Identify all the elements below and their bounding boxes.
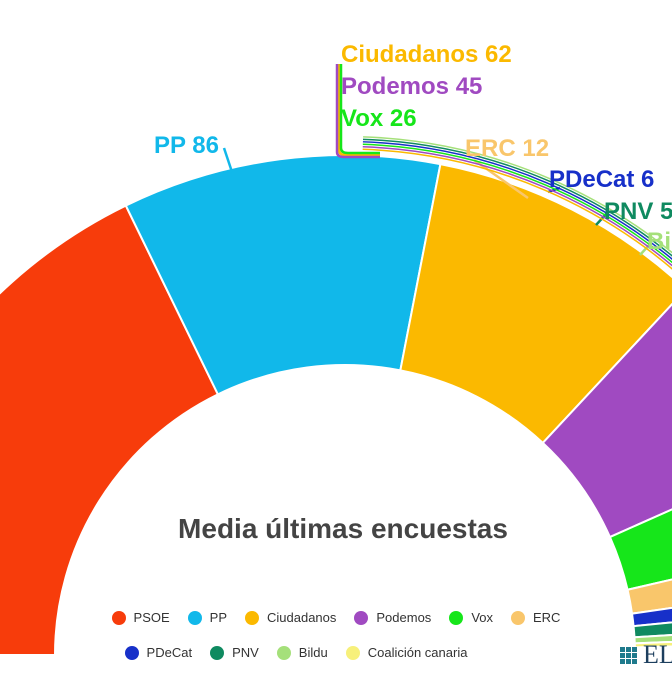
leader-line-1 [335,64,380,159]
slice-label-0: Ciudadanos 62 [341,41,512,68]
legend-label-coalicion-canaria: Coalición canaria [367,645,468,660]
slice-label-4: ERC 12 [465,135,549,162]
legend-label-psoe: PSOE [133,610,170,625]
publisher-logo: EL [620,640,672,670]
slice-podemos [541,302,672,539]
legend-item-bildu: Bildu [276,645,328,660]
legend-swatch-pp [187,610,202,625]
legend-label-vox: Vox [471,610,493,625]
legend-label-pp: PP [209,610,227,625]
legend-swatch-erc [511,610,525,625]
legend-label-pnv: PNV [232,645,259,660]
slice-vox [608,508,672,591]
legend-item-pnv: PNV [210,645,259,660]
legend-label-podemos: Podemos [376,610,432,625]
legend-row-1: PSOE PP Ciudadanos Podemos Vox ERC [0,610,672,625]
rim-line-2 [362,143,672,264]
legend-item-pp: PP [187,610,227,625]
rim-line-3 [362,141,672,261]
slice-ciudadanos [399,163,672,445]
legend-swatch-pdecat [124,645,139,660]
slice-label-5: PDeCat 6 [549,166,654,193]
legend-label-pdecat: PDeCat [146,645,193,660]
slice-label-2: Vox 26 [341,105,417,132]
leader-line-2 [339,64,380,155]
leader-line-3 [222,147,234,173]
logo-mark-icon [620,646,637,664]
legend-item-erc: ERC [511,610,560,625]
legend-swatch-pnv [210,645,225,660]
legend-item-coalicion-canaria: Coalición canaria [345,645,468,660]
legend-label-bildu: Bildu [298,645,328,660]
legend-item-vox: Vox [449,610,493,625]
chart-title: Media últimas encuestas [178,513,508,544]
legend-swatch-podemos [354,610,369,625]
legend-item-psoe: PSOE [111,610,170,625]
slice-label-6: PNV 5 [604,198,672,225]
rim-line-4 [362,138,672,257]
slice-label-7: Bi [647,228,671,255]
legend-row-2: PDeCat PNV Bildu Coalición canaria [0,645,672,660]
leader-line-0 [337,64,380,157]
slice-psoe [0,204,220,656]
rim-line-0 [362,148,672,270]
legend-swatch-ciudadanos [245,610,259,625]
logo-text: EL [643,640,672,669]
legend-item-pdecat: PDeCat [124,645,193,660]
legend-item-podemos: Podemos [354,610,431,625]
legend-swatch-psoe [111,610,126,625]
slice-label-1: Podemos 45 [341,73,482,100]
slice-label-3: PP 86 [154,132,219,159]
rim-line-1 [362,146,672,267]
legend-label-ciudadanos: Ciudadanos [267,610,337,625]
legend-item-ciudadanos: Ciudadanos [245,610,336,625]
legend-swatch-bildu [276,645,291,660]
leader-line-5 [547,186,561,194]
leader-line-4 [473,158,529,200]
legend-label-erc: ERC [533,610,561,625]
legend-swatch-vox [449,610,464,625]
rim-line-5 [363,136,672,254]
legend-swatch-coalicion-canaria [345,645,360,660]
